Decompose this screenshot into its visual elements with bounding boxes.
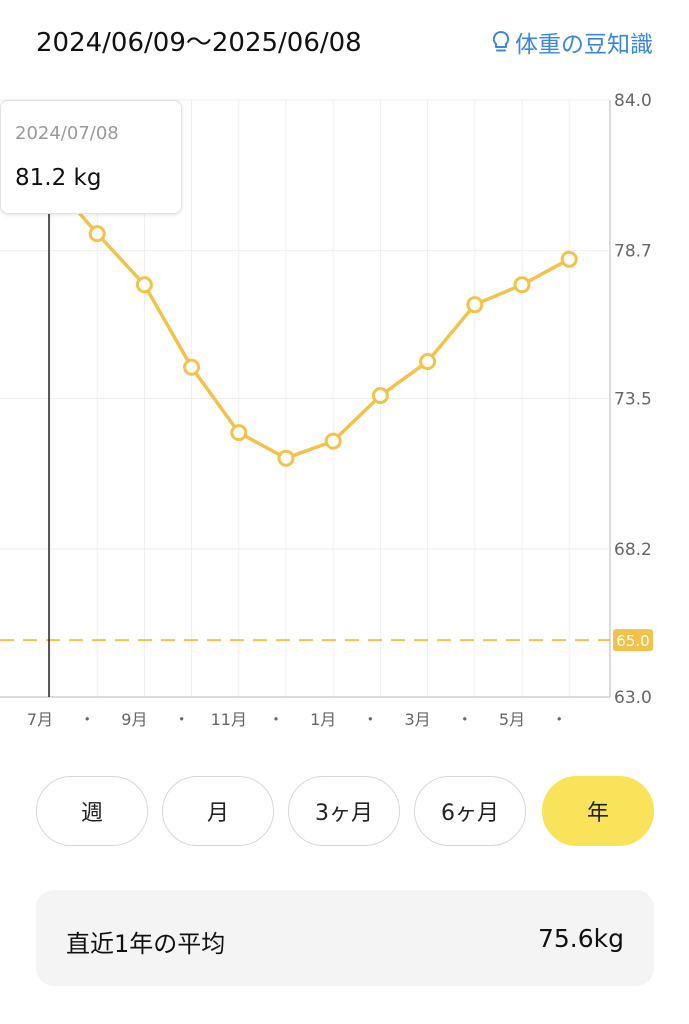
data-point[interactable] <box>135 276 153 294</box>
y-tick-label: 73.5 <box>614 390 652 410</box>
chart-tooltip: 2024/07/08 81.2 kg <box>0 100 182 214</box>
tab-week[interactable]: 週 <box>36 776 148 846</box>
tab-month[interactable]: 月 <box>162 776 274 846</box>
x-tick-label: 5月 <box>499 710 525 729</box>
x-tick-label: ・ <box>457 710 473 729</box>
data-point[interactable] <box>277 449 295 467</box>
y-tick-label: 84.0 <box>614 91 652 111</box>
tooltip-date: 2024/07/08 <box>15 123 119 144</box>
data-point[interactable] <box>230 424 248 442</box>
y-tick-label: 78.7 <box>614 242 652 262</box>
x-tick-label: 9月 <box>121 710 147 729</box>
tab-year[interactable]: 年 <box>542 776 654 846</box>
average-value: 75.6kg <box>537 924 624 953</box>
tooltip-value: 81.2 kg <box>15 165 102 191</box>
x-tick-label: 1月 <box>310 710 336 729</box>
data-point[interactable] <box>324 432 342 450</box>
lightbulb-icon <box>492 30 510 52</box>
tab-6-months[interactable]: 6ヶ月 <box>414 776 526 846</box>
x-tick-label: ・ <box>79 710 95 729</box>
x-tick-label: ・ <box>268 710 284 729</box>
x-tick-label: ・ <box>174 710 190 729</box>
x-tick-label: 11月 <box>211 710 247 729</box>
x-tick-label: ・ <box>362 710 378 729</box>
average-label: 直近1年の平均 <box>66 930 226 958</box>
data-point[interactable] <box>371 387 389 405</box>
goal-value-label: 65.0 <box>616 632 649 650</box>
weight-tips-link[interactable]: 体重の豆知識 <box>491 25 653 59</box>
data-point[interactable] <box>466 296 484 314</box>
period-tabs: 週 月 3ヶ月 6ヶ月 年 <box>36 776 654 846</box>
x-tick-label: 7月 <box>27 710 53 729</box>
y-tick-label: 63.0 <box>614 688 652 708</box>
data-point[interactable] <box>88 225 106 243</box>
goal-badge <box>613 629 653 652</box>
x-tick-label: ・ <box>551 710 567 729</box>
data-point[interactable] <box>513 276 531 294</box>
data-point[interactable] <box>183 358 201 376</box>
y-tick-label: 68.2 <box>614 540 652 560</box>
tab-3-months[interactable]: 3ヶ月 <box>288 776 400 846</box>
header: 2024/06/09〜2025/06/08 体重の豆知識 <box>0 0 689 82</box>
weight-tips-label: 体重の豆知識 <box>515 32 653 58</box>
weight-chart[interactable]: 84.0 78.7 73.5 68.2 63.0 65.0 7月 ・ 9月 ・ 11月 ・ 1月 ・ 3月 ・… <box>0 82 689 742</box>
date-range-label[interactable]: 2024/06/09〜2025/06/08 <box>36 28 362 58</box>
average-card: 直近1年の平均 75.6kg <box>36 890 654 986</box>
data-point[interactable] <box>560 250 578 268</box>
data-point[interactable] <box>419 353 437 371</box>
series-line <box>48 178 571 460</box>
x-tick-label: 3月 <box>405 710 431 729</box>
